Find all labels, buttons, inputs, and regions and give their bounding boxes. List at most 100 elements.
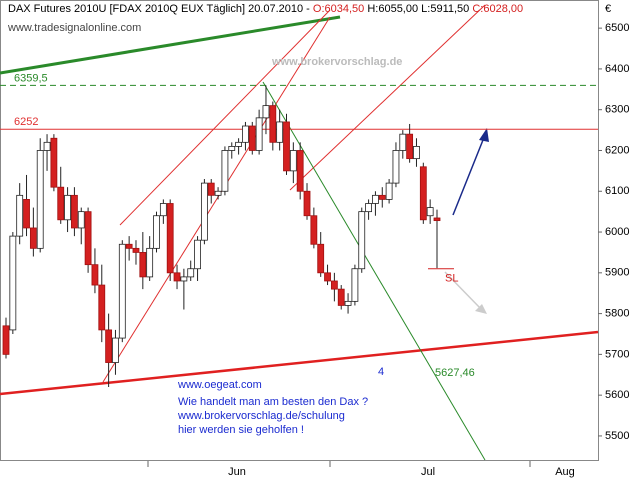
candle-body [2,325,10,355]
level-label: 6252 [14,116,38,128]
candle-body [426,207,434,217]
candle-body [358,211,366,270]
header: DAX Futures 2010U [FDAX 2010Q EUX Täglic… [8,3,523,15]
candle-body [419,166,427,221]
candle-body [242,125,249,143]
candle-body [310,215,318,245]
candle-body [296,150,304,192]
annotation: 4 [378,366,384,378]
candle-body [283,121,290,172]
y-tick-label: 6400 [605,63,629,75]
x-tick-label: Aug [555,466,575,478]
channel-line [102,16,331,383]
candle-body [221,150,229,192]
candle-body [248,125,256,151]
candle-body [50,137,58,188]
promo: hier werden sie geholfen ! [178,424,304,436]
y-tick-label: 6000 [605,226,629,238]
level-label: 6359,5 [14,72,48,84]
x-tick-label: Jul [421,466,435,478]
channel-line [289,4,486,191]
trend-line [0,15,341,75]
candle-body [98,284,106,331]
candle-body [118,243,126,339]
candle-body [235,141,243,147]
candle-body [351,268,359,302]
candle-body [433,217,441,222]
candle-body [57,186,65,221]
candle-body [173,272,181,282]
candle-body [187,268,195,278]
candle-body [91,264,99,286]
y-tick-label: 5600 [605,389,629,401]
candle-body [180,276,188,282]
candle-body [9,235,17,331]
candle-body [29,227,37,249]
candle-body [269,105,277,143]
arrow-head [479,128,489,142]
candle-body [166,203,174,274]
candle-body [337,288,345,306]
candle-body [207,182,215,196]
channel-line [119,9,331,226]
candle-body [43,141,51,151]
candle-body [344,300,352,306]
currency: € [605,3,611,15]
candle-body [317,243,325,274]
candle-body [112,337,119,363]
candle-body [105,329,113,363]
y-tick-label: 6200 [605,144,629,156]
promo: Wie handelt man am besten den Dax ? [178,396,368,408]
candle-body [23,199,30,229]
watermark: www.tradesignalonline.com [7,22,141,34]
y-tick-label: 5700 [605,348,629,360]
candle-body [406,133,414,160]
candle-body [372,194,379,204]
y-tick-label: 5500 [605,430,629,442]
candle-body [365,203,372,213]
candle-body [194,239,201,270]
candle-body [255,117,263,151]
promo: www.brokervorschlag.de/schulung [177,410,345,422]
candle-body [16,194,24,237]
candle-body [146,247,154,278]
candle-body [153,215,160,249]
watermark: www.brokervorschlag.de [271,56,402,68]
candle-body [324,272,331,282]
candle-body [385,182,393,200]
candle-body [64,194,71,221]
y-tick-label: 5800 [605,308,629,320]
candle-body [139,252,147,278]
candle-body [262,105,270,119]
candle-body [214,190,222,196]
candle-body [36,150,44,249]
y-tick-label: 5900 [605,267,629,279]
y-tick-label: 6100 [605,185,629,197]
stop-loss-label: SL [445,273,458,285]
y-tick-label: 6500 [605,22,629,34]
candle-body [159,203,167,217]
candle-body [132,247,140,253]
arrow [444,271,483,311]
trend-line [0,330,599,396]
candle-body [392,150,400,184]
candle-body [71,194,78,229]
candle-body [125,243,133,249]
candle-body [378,194,386,200]
candle-body [77,211,85,229]
y-tick-label: 6300 [605,104,629,116]
candle-body [84,211,92,266]
candle-body [413,146,420,160]
promo: www.oegeat.com [177,379,262,391]
x-tick-label: Jun [228,466,246,478]
candle-body [289,150,297,172]
candle-body [228,146,236,151]
candle-body [276,121,284,143]
candle-body [200,182,208,241]
candle-body [330,280,338,290]
candle-body [399,133,407,151]
candle-body [303,190,311,217]
annotation: 5627,46 [435,367,475,379]
arrow-head [475,304,487,314]
